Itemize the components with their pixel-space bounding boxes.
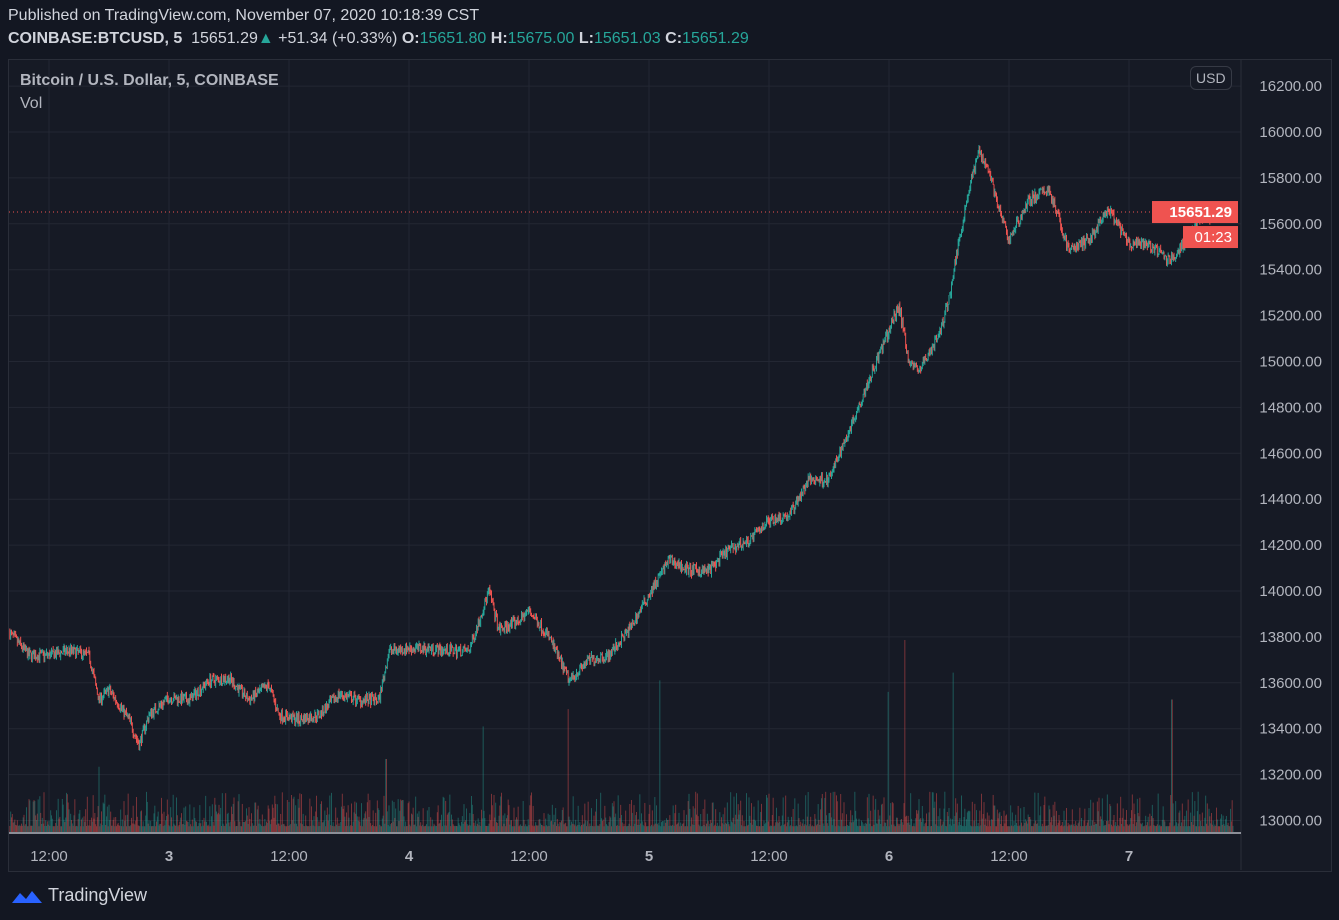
published-note: Published on TradingView.com, November 0… — [8, 7, 480, 24]
price-tick-label: 14000.00 — [1259, 583, 1322, 600]
price-tick-label: 16200.00 — [1259, 78, 1322, 95]
brand-name: TradingView — [48, 885, 148, 905]
volume-legend[interactable]: Vol — [20, 95, 43, 112]
high-label: H: — [490, 30, 508, 47]
time-tick-label: 12:00 — [750, 848, 788, 865]
price-tick-label: 15400.00 — [1259, 262, 1322, 279]
price-tick-label: 15200.00 — [1259, 308, 1322, 325]
price-tick-label: 14400.00 — [1259, 491, 1322, 508]
time-tick-label: 12:00 — [510, 848, 548, 865]
time-tick-label: 6 — [885, 848, 893, 865]
price-tick-label: 13000.00 — [1259, 813, 1322, 830]
close-label: C: — [665, 30, 683, 47]
time-tick-label: 4 — [405, 848, 414, 865]
countdown-label: 01:23 — [1194, 229, 1232, 246]
low-label: L: — [578, 30, 594, 47]
price-tick-label: 15000.00 — [1259, 354, 1322, 371]
time-tick-label: 7 — [1125, 848, 1133, 865]
price-tick-label: 13200.00 — [1259, 767, 1322, 784]
time-tick-label: 5 — [645, 848, 653, 865]
last-price: 15651.29 — [191, 30, 258, 47]
price-tick-label: 14600.00 — [1259, 445, 1322, 462]
countdown-badge — [1183, 226, 1238, 249]
close-value: 15651.29 — [682, 30, 749, 47]
time-tick-label: 12:00 — [30, 848, 68, 865]
currency-button[interactable]: USD — [1190, 66, 1232, 90]
price-tick-label: 13400.00 — [1259, 721, 1322, 738]
series-title: Bitcoin / U.S. Dollar, 5, COINBASE — [20, 72, 279, 89]
series-legend[interactable]: Bitcoin / U.S. Dollar, 5, COINBASE — [20, 72, 279, 90]
time-tick-label: 12:00 — [270, 848, 308, 865]
symbol-bar: COINBASE:BTCUSD, 5 15651.29▲ +51.34 (+0.… — [8, 30, 749, 48]
price-change: +51.34 (+0.33%) — [278, 30, 398, 47]
high-value: 15675.00 — [507, 30, 575, 47]
up-arrow-icon: ▲ — [257, 30, 274, 47]
last-price-badge — [1152, 201, 1238, 224]
time-tick-label: 12:00 — [990, 848, 1028, 865]
price-tick-label: 15800.00 — [1259, 170, 1322, 187]
last-price-label: 15651.29 — [1169, 204, 1232, 221]
chart-pane[interactable] — [8, 59, 1332, 872]
open-label: O: — [401, 30, 420, 47]
tradingview-logo[interactable]: TradingView — [10, 885, 147, 906]
price-tick-label: 14800.00 — [1259, 399, 1322, 416]
symbol-name: COINBASE:BTCUSD, 5 — [8, 30, 183, 47]
price-tick-label: 16000.00 — [1259, 124, 1322, 141]
open-value: 15651.80 — [419, 30, 487, 47]
cloud-logo-icon — [12, 890, 42, 903]
price-tick-label: 14200.00 — [1259, 537, 1322, 554]
price-tick-label: 13800.00 — [1259, 629, 1322, 646]
low-value: 15651.03 — [593, 30, 661, 47]
price-tick-label: 13600.00 — [1259, 675, 1322, 692]
price-tick-label: 15600.00 — [1259, 216, 1322, 233]
time-tick-label: 3 — [165, 848, 173, 865]
